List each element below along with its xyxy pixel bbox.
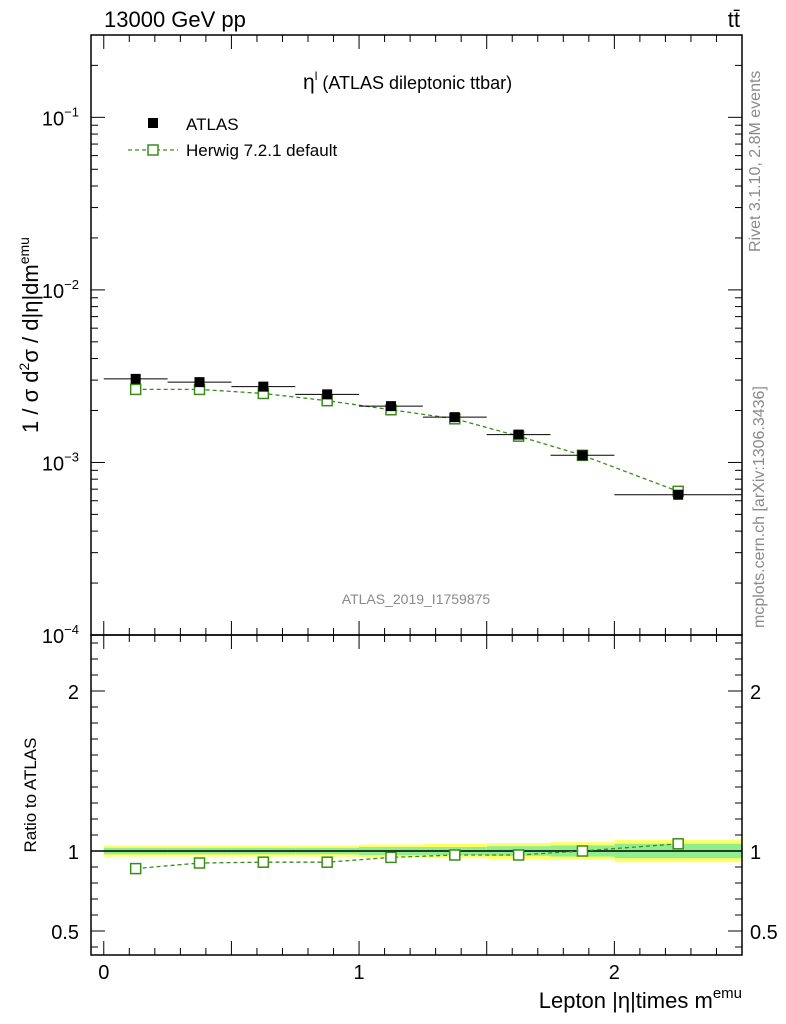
ratio-herwig-point (576, 845, 589, 857)
x-tick-label: 1 (353, 962, 364, 984)
main-y-tick-label: 10−2 (42, 277, 79, 303)
ratio-herwig-series (129, 838, 684, 875)
herwig-line (135, 388, 679, 492)
plot-title: ηl (ATLAS dileptonic ttbar) (303, 69, 512, 94)
ratio-y-axis-label: Ratio to ATLAS (21, 738, 40, 853)
atlas-point (577, 450, 588, 461)
atlas-point (322, 389, 333, 400)
main-y-axis-label: 1 / σ d2σ / d|η|dmemu (16, 237, 43, 433)
main-y-tick-label: 10−4 (42, 622, 79, 648)
legend: ATLAS Herwig 7.2.1 default (128, 115, 337, 160)
atlas-point (130, 373, 141, 384)
ratio-herwig-point (321, 856, 333, 868)
atlas-point (513, 429, 524, 440)
atlas-point (385, 401, 396, 412)
atlas-series (103, 373, 742, 500)
header-energy: 13000 GeV pp (104, 7, 246, 32)
ratio-y-tick-label-right: 1 (750, 842, 761, 864)
x-tick-labels: 0 1 2 (98, 962, 620, 984)
atlas-point (258, 381, 269, 392)
ratio-y-tick-label-left: 1 (68, 842, 79, 864)
ratio-herwig-point (672, 838, 684, 850)
herwig-series (129, 383, 684, 498)
rivet-version-label: Rivet 3.1.10, 2.8M events (747, 71, 764, 252)
ratio-y-tick-labels: 0.5 0.5 1 1 2 2 (51, 682, 778, 944)
legend-label-atlas: ATLAS (186, 115, 239, 134)
ratio-herwig-point (449, 849, 461, 861)
atlas-point (194, 377, 205, 388)
ratio-herwig-point (385, 851, 397, 864)
ratio-herwig-point (193, 857, 206, 869)
legend-label-herwig: Herwig 7.2.1 default (186, 141, 337, 160)
ratio-herwig-point (129, 862, 142, 875)
herwig-point (129, 383, 142, 396)
x-axis-label: Lepton |η|times memu (539, 985, 742, 1013)
mcplots-label: mcplots.cern.ch [arXiv:1306.3436] (751, 386, 768, 628)
ratio-y-tick-label-left: 0.5 (51, 922, 79, 944)
x-tick-label: 2 (609, 962, 620, 984)
x-tick-label: 0 (98, 962, 109, 984)
main-y-tick-labels: 10−1 10−2 10−3 10−4 (42, 104, 79, 648)
ratio-y-tick-label-right: 0.5 (750, 922, 778, 944)
main-y-tick-label: 10−3 (42, 449, 79, 475)
legend-marker-atlas (148, 118, 158, 128)
main-y-tick-label: 10−1 (42, 104, 79, 130)
atlas-point (449, 412, 460, 423)
ratio-panel-frame (90, 634, 743, 956)
atlas-point (673, 489, 684, 500)
ratio-axis-ticks (91, 635, 743, 955)
legend-marker-herwig (147, 144, 159, 156)
ratio-y-tick-label-right: 2 (750, 682, 761, 704)
ratio-herwig-point (257, 856, 270, 868)
main-axis-ticks (91, 35, 743, 636)
header-process: tt̄ (728, 7, 740, 32)
analysis-watermark: ATLAS_2019_I1759875 (342, 591, 491, 607)
ratio-y-tick-label-left: 2 (68, 682, 79, 704)
ratio-herwig-point (512, 849, 525, 861)
